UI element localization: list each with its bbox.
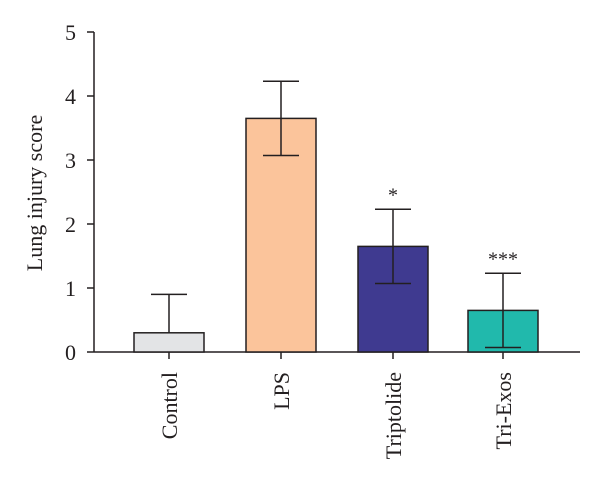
x-tick-label: Control: [157, 372, 182, 439]
y-tick-label: 5: [65, 20, 76, 45]
y-axis-label: Lung injury score: [22, 115, 47, 271]
bar-lps: [245, 117, 317, 353]
y-tick-label: 2: [65, 212, 76, 237]
bars: [133, 117, 539, 353]
error-bars: [151, 80, 521, 349]
significance-marker: *: [388, 184, 398, 206]
x-tick-label: Triptolide: [381, 372, 406, 459]
significance-marker: ***: [488, 248, 518, 270]
bar-control: [133, 332, 205, 353]
y-tick-label: 0: [65, 340, 76, 365]
y-tick-label: 1: [65, 276, 76, 301]
x-tick-labels: Control LPS Triptolide Tri-Exos: [157, 352, 516, 459]
significance-markers: ****: [388, 184, 518, 270]
x-tick-label: LPS: [269, 372, 294, 410]
y-tick-label: 4: [65, 84, 76, 109]
x-tick-label: Tri-Exos: [491, 372, 516, 449]
axes: [93, 32, 580, 353]
y-tick-label: 3: [65, 148, 76, 173]
y-ticks: 0 1 2 3 4 5: [65, 20, 94, 365]
